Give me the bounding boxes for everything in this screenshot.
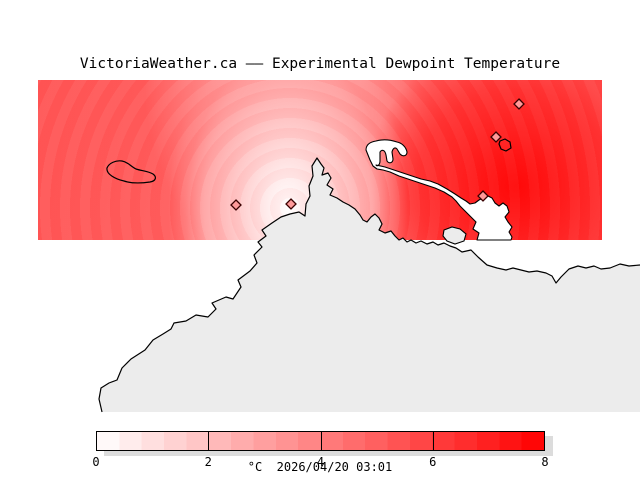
station-diamond-marker [477,190,489,202]
colorbar-tick-6 [432,431,434,451]
colorbar-label-6: 6 [429,455,437,469]
station-diamond-marker [285,198,297,210]
colorbar-tick-4 [320,431,322,451]
colorbar-label-0: 0 [92,455,100,469]
harbour-channel [365,139,513,241]
northeast-islet-outline [498,138,512,152]
station-marker-group [230,98,525,211]
coastline [98,157,640,413]
station-diamond-marker [230,199,242,211]
colorbar-label-2: 2 [204,455,212,469]
colorbar-caption: °C 2026/04/20 03:01 [247,460,393,474]
colorbar: 0 2 4 6 8 [92,431,549,469]
colorbar-label-4: 4 [316,455,325,469]
station-diamond-marker [513,98,525,110]
colorbar-tick-2 [208,431,210,451]
page-title: VictoriaWeather.ca —— Experimental Dewpo… [79,56,561,72]
colorbar-label-8: 8 [541,455,549,469]
land-mass [99,158,640,412]
harbour-island [442,226,467,245]
west-island-outline [106,160,156,184]
station-diamond-marker [490,131,502,143]
